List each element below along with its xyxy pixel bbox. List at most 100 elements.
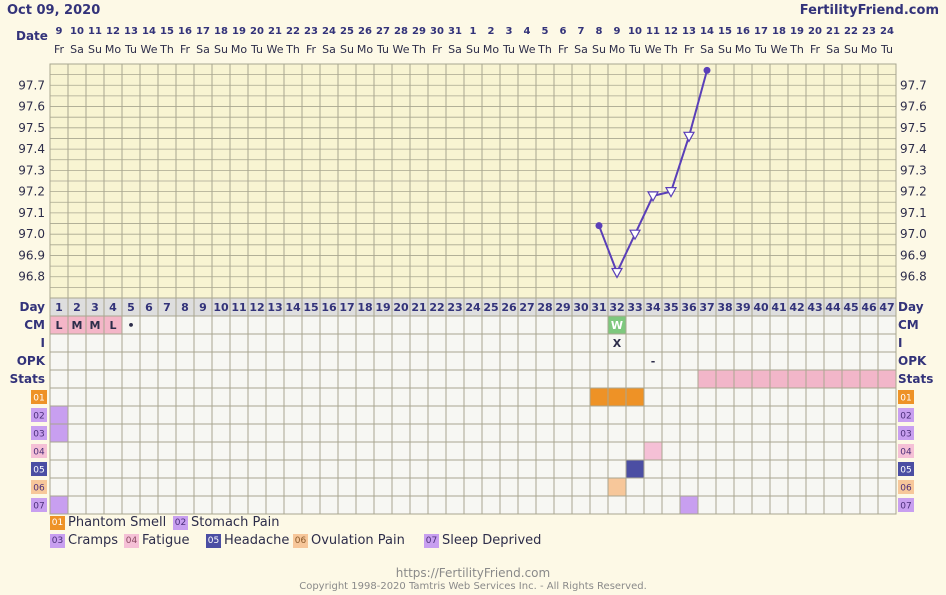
date-label: 13 <box>682 26 696 37</box>
weekday-label: Su <box>214 43 228 56</box>
symptom-badge-04-left <box>31 444 47 458</box>
cycle-day-number: 16 <box>321 301 337 314</box>
weekday-label: Sa <box>574 43 588 56</box>
weekday-label: Th <box>663 43 678 56</box>
date-label: 23 <box>304 26 318 37</box>
i-value: X <box>613 337 622 350</box>
date-label: 5 <box>542 26 549 37</box>
symptom-code: 03 <box>33 430 44 440</box>
legend-item-sleep-deprived: 07 Sleep Deprived <box>424 533 541 548</box>
symptom-badge-04-right <box>898 444 914 458</box>
legend-item-headache: 05 Headache <box>206 533 289 548</box>
cycle-day-number: 44 <box>825 301 841 314</box>
temperature-point <box>595 222 603 230</box>
weekday-label: We <box>141 43 158 56</box>
y-tick-label-right: 96.8 <box>900 270 927 284</box>
weekday-label: Tu <box>502 43 515 56</box>
date-label: 4 <box>524 26 531 37</box>
cycle-day-number: 35 <box>663 301 678 314</box>
y-tick-label-right: 97.7 <box>900 78 927 92</box>
temperature-point-triangle <box>682 131 696 143</box>
y-tick-label-left: 97.1 <box>18 206 45 220</box>
weekday-label: Tu <box>124 43 137 56</box>
weekday-label: Su <box>844 43 858 56</box>
cycle-day-number: 42 <box>789 301 804 314</box>
temperature-point-triangle <box>610 267 624 279</box>
weekday-label: Fr <box>432 43 443 56</box>
cycle-day-number: 12 <box>249 301 264 314</box>
y-tick-label-right: 96.9 <box>900 248 927 262</box>
date-label: 19 <box>790 26 804 37</box>
symptom-cell-01 <box>626 388 644 406</box>
weekday-label: Fr <box>684 43 695 56</box>
row-label-stats-left: Stats <box>10 372 45 386</box>
weekday-label: Tu <box>754 43 767 56</box>
weekday-label: Mo <box>357 43 373 56</box>
cycle-day-number: 24 <box>465 301 481 314</box>
date-label: 14 <box>700 26 714 37</box>
symptom-cell-07 <box>50 496 68 514</box>
date-label: 20 <box>808 26 822 37</box>
weekday-label: We <box>519 43 536 56</box>
row-label-day-left: Day <box>19 300 45 314</box>
weekday-label: Fr <box>306 43 317 56</box>
date-label: 17 <box>754 26 768 37</box>
symptom-badge-06-left <box>31 480 47 494</box>
weekday-label: Sa <box>448 43 462 56</box>
weekday-label: Su <box>592 43 606 56</box>
date-label: 1 <box>470 26 477 37</box>
cycle-day-number: 28 <box>537 301 552 314</box>
weekday-label: Mo <box>231 43 247 56</box>
weekday-label: Sa <box>196 43 210 56</box>
footer-url[interactable]: https://FertilityFriend.com <box>395 566 551 580</box>
date-label: 11 <box>646 26 660 37</box>
date-label: 21 <box>826 26 840 37</box>
symptom-code: 06 <box>33 484 45 494</box>
row-label-opk-left: OPK <box>17 354 46 368</box>
symptom-code: 04 <box>900 448 912 458</box>
symptom-cell-07 <box>680 496 698 514</box>
y-tick-label-right: 97.4 <box>900 142 927 156</box>
cycle-day-number: 4 <box>109 301 117 314</box>
cm-value: • <box>127 319 134 332</box>
cm-cell <box>608 316 626 334</box>
y-tick-label-left: 97.3 <box>18 163 45 177</box>
y-tick-label-right: 97.6 <box>900 100 927 114</box>
cycle-day-number: 40 <box>753 301 769 314</box>
date-label: 20 <box>250 26 264 37</box>
date-label: 16 <box>178 26 192 37</box>
symptom-cell-01 <box>608 388 626 406</box>
date-label: 15 <box>718 26 732 37</box>
cycle-day-number: 25 <box>483 301 498 314</box>
y-tick-label-left: 96.8 <box>18 270 45 284</box>
symptom-code: 02 <box>900 412 911 422</box>
weekday-label: Su <box>340 43 354 56</box>
weekday-label: Th <box>285 43 300 56</box>
cycle-day-number: 30 <box>573 301 589 314</box>
date-label: 11 <box>88 26 102 37</box>
weekday-label: Th <box>537 43 552 56</box>
cycle-day-number: 5 <box>127 301 135 314</box>
legend-label-sleep-deprived: Sleep Deprived <box>442 533 542 548</box>
cm-cell <box>104 316 122 334</box>
cycle-day-number: 36 <box>681 301 697 314</box>
cm-cell <box>50 316 68 334</box>
cycle-day-number: 39 <box>735 301 750 314</box>
symptom-badge-06-right <box>898 480 914 494</box>
symptom-badge-07-right <box>898 498 914 512</box>
cm-cell <box>86 316 104 334</box>
date-label: 13 <box>124 26 138 37</box>
row-label-cm-right: CM <box>898 318 919 332</box>
cycle-day-number: 9 <box>199 301 207 314</box>
weekday-label: Th <box>789 43 804 56</box>
legend-swatch-03: 03 <box>50 533 65 548</box>
cycle-day-number: 29 <box>555 301 570 314</box>
row-label-i-left: I <box>41 336 45 350</box>
weekday-label: Mo <box>483 43 499 56</box>
cm-value: W <box>611 319 623 332</box>
opk-value: - <box>651 355 656 368</box>
date-label: 30 <box>430 26 444 37</box>
weekday-label: Su <box>466 43 480 56</box>
row-label-stats-right: Stats <box>898 372 933 386</box>
